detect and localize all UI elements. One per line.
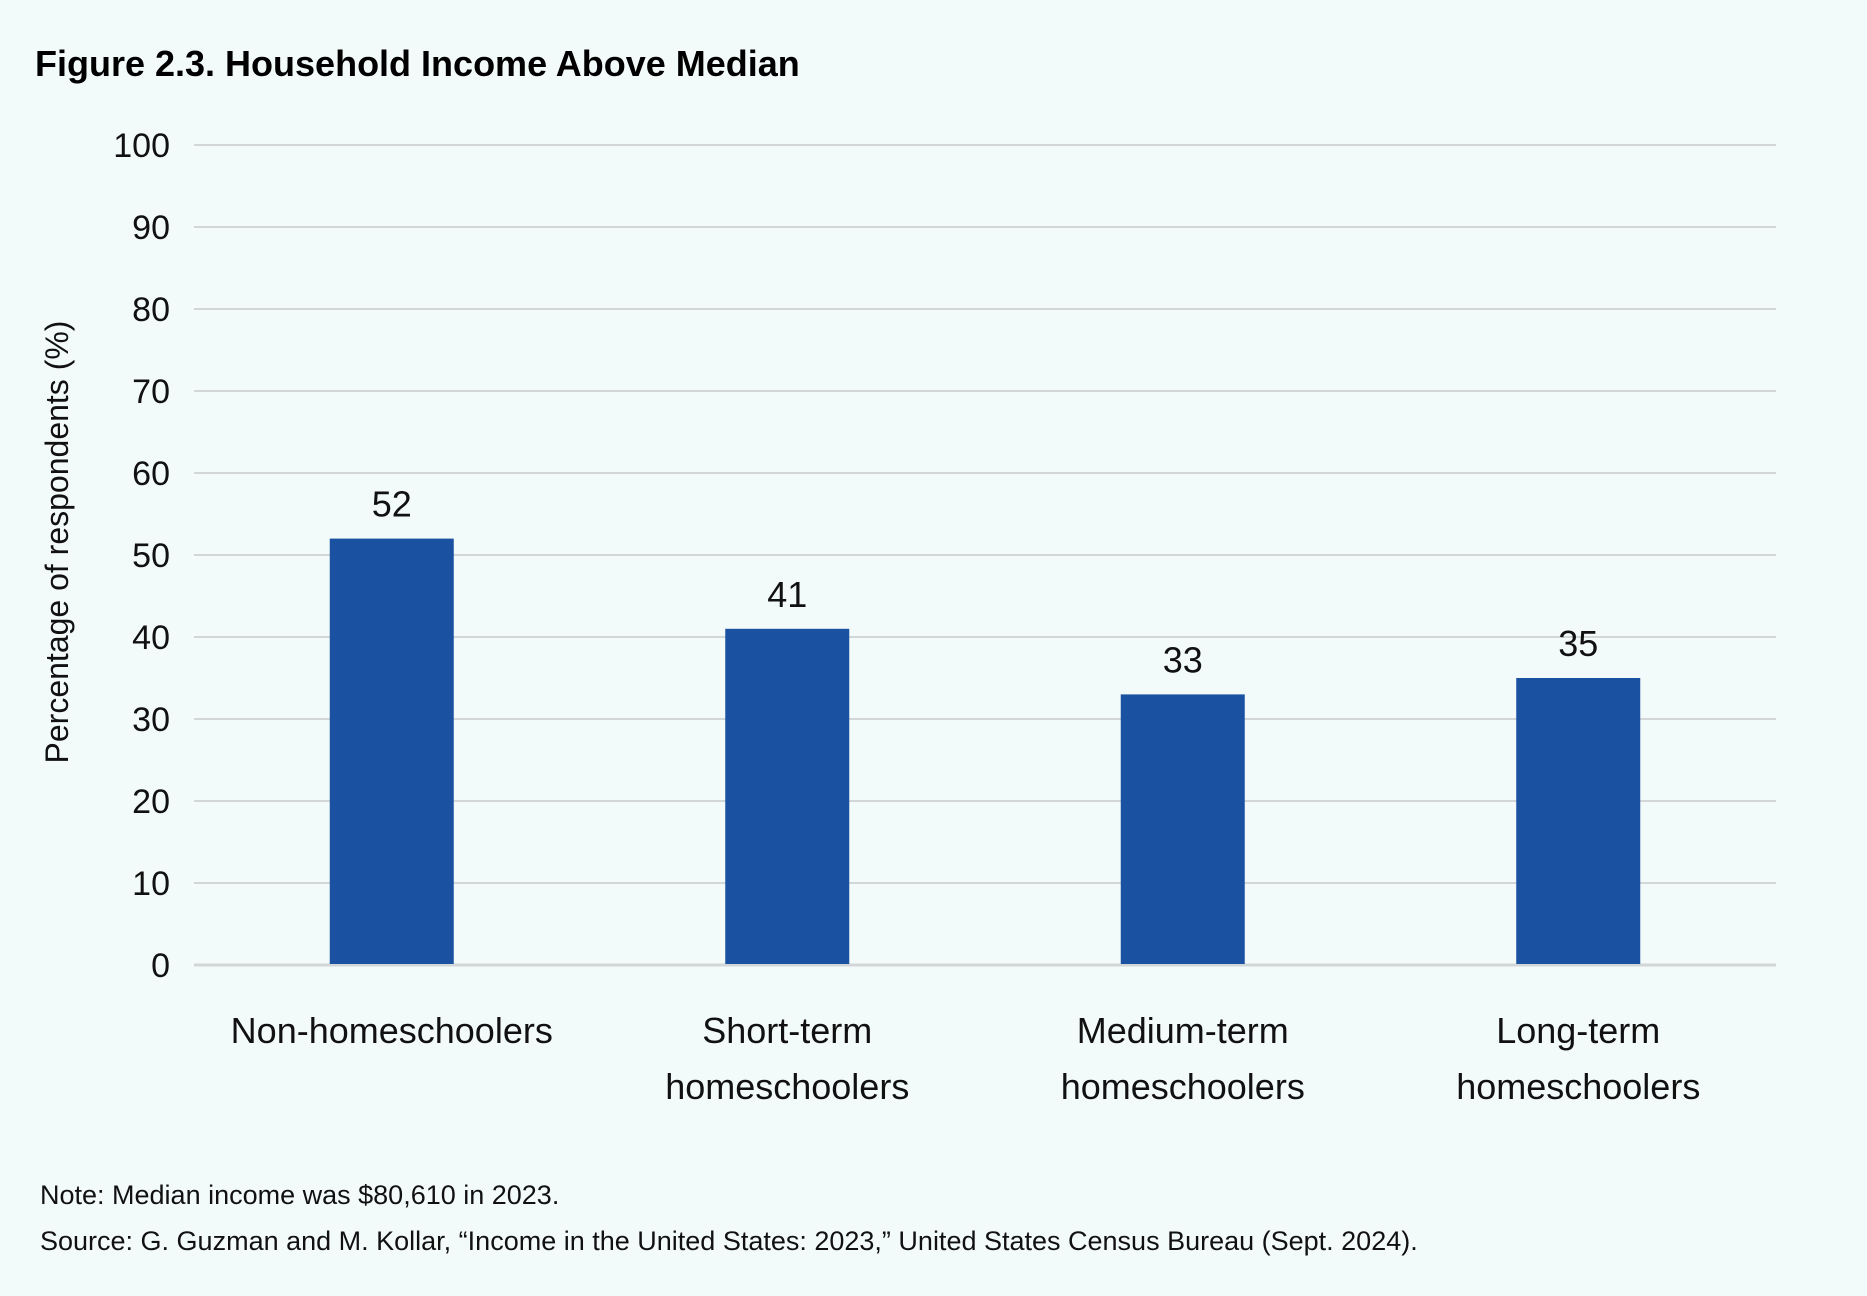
bar	[1516, 678, 1641, 964]
chart-title: Figure 2.3. Household Income Above Media…	[35, 43, 800, 84]
bar	[725, 628, 850, 964]
note-text: Note: Median income was $80,610 in 2023.	[40, 1180, 559, 1210]
category-label: homeschoolers	[665, 1066, 909, 1107]
bars	[329, 538, 1641, 964]
data-label: 33	[1163, 639, 1203, 680]
y-tick-label: 0	[151, 947, 170, 985]
data-label: 41	[767, 574, 807, 615]
y-tick-label: 80	[132, 291, 170, 329]
data-labels: 52 41 33 35	[372, 484, 1599, 681]
source-text: Source: G. Guzman and M. Kollar, “Income…	[40, 1226, 1418, 1256]
category-label: Long-term	[1496, 1010, 1660, 1051]
y-tick-label: 90	[132, 209, 170, 247]
category-label: homeschoolers	[1061, 1066, 1305, 1107]
category-label: Non-homeschoolers	[231, 1010, 553, 1051]
bar	[1120, 694, 1245, 964]
category-label: Medium-term	[1077, 1010, 1289, 1051]
y-tick-label: 50	[132, 537, 170, 575]
y-tick-label: 100	[113, 127, 170, 165]
y-tick-label: 40	[132, 619, 170, 657]
y-tick-label: 30	[132, 701, 170, 739]
y-tick-label: 60	[132, 455, 170, 493]
y-axis-label: Percentage of respondents (%)	[39, 321, 75, 764]
data-label: 52	[372, 484, 412, 525]
bar	[329, 538, 454, 964]
x-axis-labels: Non-homeschoolers Short-term homeschoolers…	[231, 1010, 1701, 1107]
y-tick-label: 10	[132, 865, 170, 903]
y-tick-label: 70	[132, 373, 170, 411]
category-label: Short-term	[702, 1010, 872, 1051]
y-tick-label: 20	[132, 783, 170, 821]
y-axis-ticks: 0 10 20 30 40 50 60 70 80 90 100	[113, 127, 170, 985]
category-label: homeschoolers	[1456, 1066, 1700, 1107]
gridlines	[194, 144, 1776, 967]
data-label: 35	[1558, 623, 1598, 664]
